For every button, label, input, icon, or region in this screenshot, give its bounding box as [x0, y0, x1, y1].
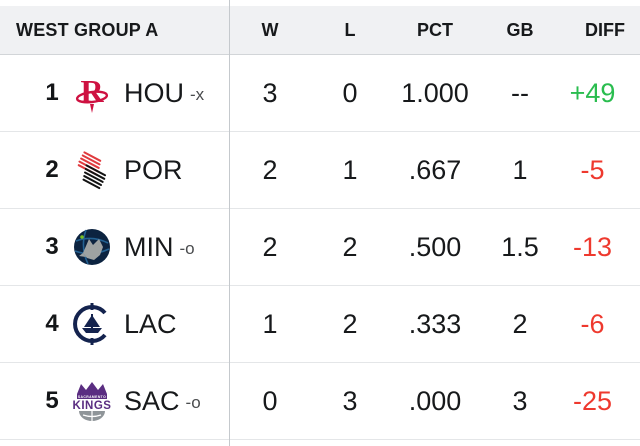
- gb-value: 2: [512, 308, 528, 339]
- column-divider: [229, 0, 230, 446]
- table-row[interactable]: 5 SACRAMENTO KINGS SAC -o 0 3: [0, 363, 640, 440]
- rank-label: 5: [45, 387, 59, 414]
- team-abbreviation: MIN: [124, 231, 174, 262]
- team-abbreviation: POR: [124, 154, 183, 185]
- rank-label: 4: [45, 310, 59, 337]
- wins-value: 3: [262, 77, 278, 108]
- svg-text:KINGS: KINGS: [73, 400, 112, 412]
- gb-value: 3: [512, 385, 528, 416]
- losses-value: 0: [342, 77, 358, 108]
- rank-label: 3: [45, 233, 59, 260]
- group-title: WEST GROUP A: [16, 19, 159, 40]
- column-header-pct: PCT: [417, 19, 453, 40]
- team-abbreviation: HOU: [124, 77, 184, 108]
- losses-value: 1: [342, 154, 358, 185]
- rank-label: 1: [45, 79, 59, 106]
- table-body: 1 R HOU -x 3 0 1.000 -- +49 2: [0, 55, 640, 440]
- diff-value: -25: [572, 385, 613, 416]
- team-cell: 2: [0, 148, 230, 192]
- table-row[interactable]: 1 R HOU -x 3 0 1.000 -- +49: [0, 55, 640, 132]
- houston-rockets-logo-icon: R: [70, 71, 114, 115]
- table-row[interactable]: 3 MIN -o 2 2 .500 1.5: [0, 209, 640, 286]
- svg-text:SACRAMENTO: SACRAMENTO: [78, 395, 106, 399]
- column-header-gb: GB: [506, 19, 534, 40]
- team-cell: 5 SACRAMENTO KINGS SAC -o: [0, 379, 230, 423]
- diff-value: +49: [569, 77, 616, 108]
- table-row[interactable]: 2: [0, 132, 640, 209]
- table-header: WEST GROUP A W L PCT GB DIFF: [0, 6, 640, 55]
- pct-value: .667: [408, 154, 462, 185]
- column-header-losses: L: [344, 19, 356, 40]
- pct-value: .500: [408, 231, 462, 262]
- wins-value: 2: [262, 231, 278, 262]
- gb-value: 1: [512, 154, 528, 185]
- diff-value: -6: [580, 308, 605, 339]
- diff-value: -13: [572, 231, 613, 262]
- team-abbreviation: LAC: [124, 308, 177, 339]
- team-cell: 4 LAC: [0, 302, 230, 346]
- gb-value: 1.5: [501, 231, 539, 262]
- losses-value: 3: [342, 385, 358, 416]
- team-cell: 1 R HOU -x: [0, 71, 230, 115]
- pct-value: .000: [408, 385, 462, 416]
- column-header-wins: W: [261, 19, 279, 40]
- pct-value: 1.000: [401, 77, 469, 108]
- la-clippers-logo-icon: [70, 302, 114, 346]
- pct-value: .333: [408, 308, 462, 339]
- clinch-suffix: -o: [179, 239, 195, 258]
- minnesota-timberwolves-logo-icon: [70, 225, 114, 269]
- wins-value: 1: [262, 308, 278, 339]
- diff-value: -5: [580, 154, 605, 185]
- rank-label: 2: [45, 156, 59, 183]
- losses-value: 2: [342, 231, 358, 262]
- wins-value: 0: [262, 385, 278, 416]
- wins-value: 2: [262, 154, 278, 185]
- column-header-diff: DIFF: [585, 19, 625, 40]
- table-row[interactable]: 4 LAC 1 2 .333 2: [0, 286, 640, 363]
- losses-value: 2: [342, 308, 358, 339]
- sacramento-kings-logo-icon: SACRAMENTO KINGS: [70, 379, 114, 423]
- team-abbreviation: SAC: [124, 385, 180, 416]
- clinch-suffix: -o: [185, 393, 201, 412]
- team-cell: 3 MIN -o: [0, 225, 230, 269]
- portland-trail-blazers-logo-icon: [70, 148, 114, 192]
- clinch-suffix: -x: [190, 85, 205, 104]
- gb-value: --: [511, 77, 529, 108]
